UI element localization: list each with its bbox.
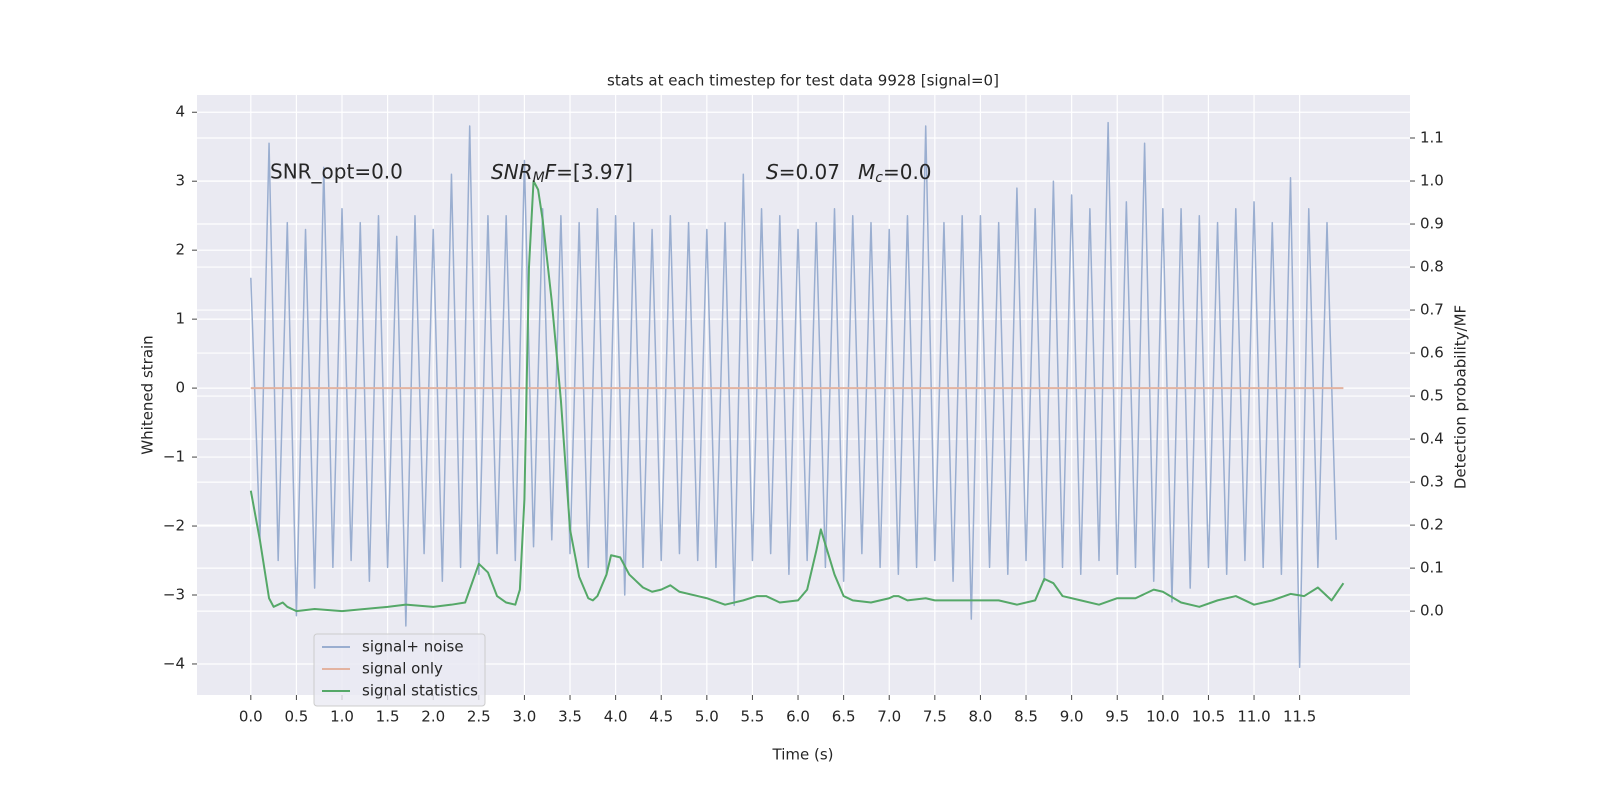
plot-area xyxy=(197,95,1410,695)
y2-axis-label: Detection probability/MF xyxy=(1452,305,1470,489)
y-tick-label: −4 xyxy=(163,654,185,672)
x-tick-label: 0.5 xyxy=(284,708,308,726)
annotation-part: SNR xyxy=(491,160,533,184)
y2-tick-label: 0.4 xyxy=(1420,430,1444,448)
annotation-part: c xyxy=(875,170,883,186)
y-tick-label: −3 xyxy=(163,586,185,604)
y2-tick-label: 0.2 xyxy=(1420,516,1444,534)
x-tick-label: 5.0 xyxy=(695,708,719,726)
x-tick-label: 6.5 xyxy=(832,708,856,726)
x-tick-label: 0.0 xyxy=(239,708,263,726)
legend-label: signal only xyxy=(362,660,443,678)
annotation-part: F xyxy=(545,160,557,184)
y2-tick-label: 1.0 xyxy=(1420,172,1444,190)
chart-title: stats at each timestep for test data 992… xyxy=(607,72,999,90)
y2-tick-label: 0.0 xyxy=(1420,602,1444,620)
x-tick-label: 5.5 xyxy=(740,708,764,726)
x-tick-label: 8.0 xyxy=(969,708,993,726)
series-line xyxy=(250,121,1337,669)
annotation: SNRMF=[3.97] xyxy=(491,160,633,187)
x-tick-label: 1.5 xyxy=(376,708,400,726)
y2-tick-label: 0.7 xyxy=(1420,301,1444,319)
y-tick-label: −2 xyxy=(163,517,185,535)
legend-box xyxy=(313,633,486,707)
x-tick-label: 3.5 xyxy=(558,708,582,726)
y2-tick-label: 1.1 xyxy=(1420,129,1444,147)
x-tick-label: 10.0 xyxy=(1146,708,1179,726)
y-tick-label: −1 xyxy=(163,448,185,466)
y-axis-label: Whitened strain xyxy=(139,335,157,454)
legend-label: signal statistics xyxy=(362,682,478,700)
y-tick-label: 0 xyxy=(175,379,185,397)
annotation: SNR_opt=0.0 xyxy=(270,160,403,184)
annotation-part: M xyxy=(858,160,875,184)
x-tick-label: 1.0 xyxy=(330,708,354,726)
x-tick-label: 6.0 xyxy=(786,708,810,726)
y2-tick-label: 0.3 xyxy=(1420,473,1444,491)
x-tick-label: 3.0 xyxy=(512,708,536,726)
y2-tick-label: 0.5 xyxy=(1420,387,1444,405)
x-tick-label: 11.5 xyxy=(1283,708,1316,726)
annotation-part: =0.0 xyxy=(883,160,932,184)
y-tick-label: 2 xyxy=(175,241,185,259)
y2-tick-label: 0.6 xyxy=(1420,344,1444,362)
annotation: S=0.07 xyxy=(766,160,840,184)
x-axis-label: Time (s) xyxy=(772,746,834,764)
y2-tick-label: 0.1 xyxy=(1420,559,1444,577)
marks xyxy=(249,121,1345,669)
y2-tick-label: 0.9 xyxy=(1420,215,1444,233)
x-tick-label: 4.0 xyxy=(604,708,628,726)
x-tick-label: 2.5 xyxy=(467,708,491,726)
y-tick-label: 4 xyxy=(175,103,185,121)
y-tick-label: 1 xyxy=(175,310,185,328)
series-line xyxy=(249,180,1345,613)
annotation-part: S xyxy=(766,160,779,184)
x-tick-label: 7.5 xyxy=(923,708,947,726)
x-tick-label: 11.0 xyxy=(1237,708,1270,726)
annotation: Mc=0.0 xyxy=(858,160,932,187)
legend-label: signal+ noise xyxy=(362,638,464,656)
x-tick-label: 4.5 xyxy=(649,708,673,726)
x-tick-label: 10.5 xyxy=(1192,708,1225,726)
y-tick-label: 3 xyxy=(175,172,185,190)
x-tick-label: 9.5 xyxy=(1105,708,1129,726)
y2-tick-label: 0.8 xyxy=(1420,258,1444,276)
annotation-part: M xyxy=(533,170,545,186)
x-tick-label: 8.5 xyxy=(1014,708,1038,726)
legend: signal+ noise signal only signal statistic… xyxy=(313,633,486,707)
x-tick-label: 9.0 xyxy=(1060,708,1084,726)
x-tick-label: 7.0 xyxy=(877,708,901,726)
annotation-part: =0.07 xyxy=(779,160,840,184)
annotation-part: =[3.97] xyxy=(556,160,633,184)
x-tick-label: 2.0 xyxy=(421,708,445,726)
